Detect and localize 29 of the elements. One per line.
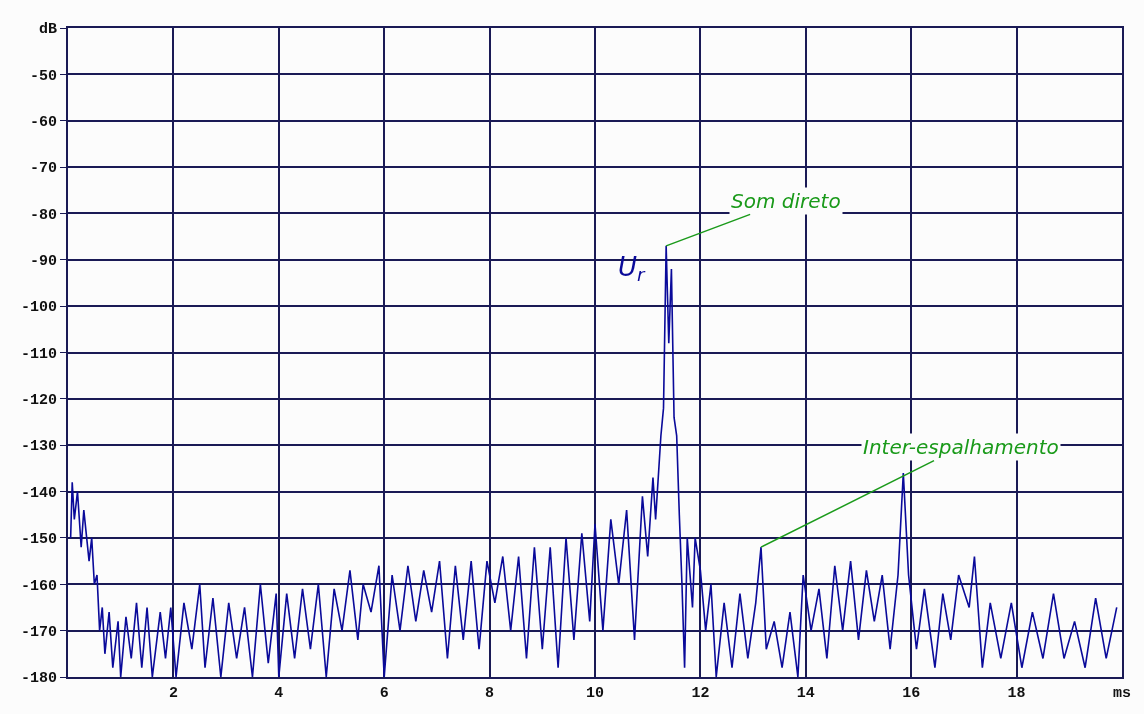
y-tick-label: -160 — [20, 577, 57, 595]
y-tick-label: -100 — [20, 299, 57, 317]
x-tick-label: 10 — [585, 685, 605, 702]
x-tick-label: 6 — [379, 685, 389, 702]
x-tick-label: ms — [1112, 685, 1132, 702]
y-tick-label: -70 — [29, 160, 57, 178]
y-tick-label: -170 — [20, 623, 57, 641]
y-tick-label: dB — [38, 21, 57, 39]
y-tick-label: -110 — [20, 345, 57, 363]
y-tick-label: -120 — [20, 392, 57, 410]
annotation: Som direto — [731, 189, 841, 213]
x-tick-label: 8 — [485, 685, 495, 702]
line-series — [69, 245, 1118, 677]
x-tick-label: 4 — [274, 685, 284, 702]
y-tick-label: -130 — [20, 438, 57, 456]
y-tick-label: -180 — [20, 670, 57, 688]
x-tick-label: 16 — [902, 685, 921, 702]
x-tick-label: 12 — [691, 685, 710, 702]
y-tick-label: -60 — [29, 113, 57, 131]
y-tick-label: -150 — [20, 531, 57, 549]
x-tick-label: 14 — [796, 685, 815, 702]
x-tick-label: 18 — [1007, 685, 1026, 702]
x-tick-label: 2 — [168, 685, 178, 702]
y-tick-label: -90 — [29, 253, 57, 271]
y-tick-label: -140 — [20, 484, 57, 502]
y-tick-label: -50 — [29, 67, 57, 85]
annotation: Inter-espalhamento — [863, 435, 1059, 459]
annotation: U$_{r}$ — [618, 252, 647, 286]
y-tick-label: -80 — [29, 206, 57, 224]
